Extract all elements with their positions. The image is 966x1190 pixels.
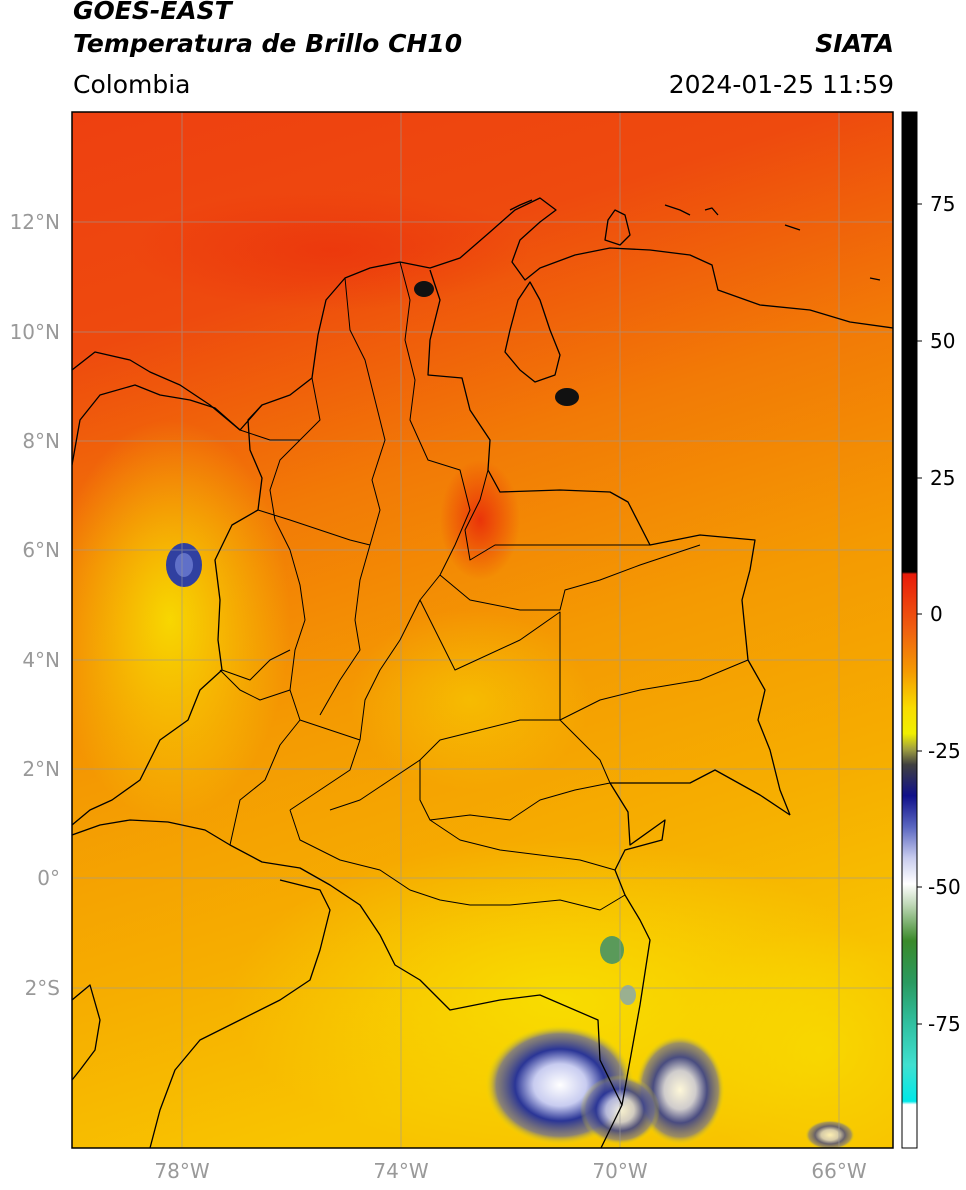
colorbar-tick-75: 75 [930, 192, 955, 216]
lake-maracaibo [504, 281, 561, 383]
pacific-coast [72, 404, 263, 826]
map-frame [71, 111, 894, 1149]
lat-label-4n: 4°N [22, 648, 60, 672]
source-label: SIATA [815, 29, 894, 58]
satellite-title: GOES-EAST [73, 0, 232, 25]
borders [72, 197, 893, 1148]
lon-label-66w: 66°W [811, 1159, 866, 1183]
graticule [72, 112, 893, 1148]
lat-label-0: 0° [37, 866, 60, 890]
colombia-brazil-border [600, 769, 791, 1148]
colorbar-tick-minus50: -50 [928, 875, 961, 899]
lat-label-2s: 2°S [25, 976, 60, 1000]
temperature-field [72, 112, 893, 1148]
latitude-labels: 12°N 10°N 8°N 6°N 4°N 2°N 0° 2°S [10, 210, 60, 1000]
lat-label-6n: 6°N [22, 538, 60, 562]
peru-coast [149, 879, 331, 1148]
lat-label-2n: 2°N [22, 757, 60, 781]
product-title: Temperatura de Brillo CH10 [73, 29, 463, 58]
longitude-labels: 78°W 74°W 70°W 66°W [154, 1159, 866, 1183]
region-label: Colombia [73, 70, 191, 99]
header: GOES-EAST Temperatura de Brillo CH10 Col… [0, 0, 966, 110]
lat-label-12n: 12°N [10, 210, 60, 234]
colombia-venezuela-border [427, 269, 791, 816]
lon-label-78w: 78°W [154, 1159, 209, 1183]
department-lines [219, 261, 749, 911]
lat-label-10n: 10°N [10, 320, 60, 344]
islands [509, 199, 881, 281]
datetime-label: 2024-01-25 11:59 [668, 70, 894, 99]
colorbar-gradient [901, 111, 918, 1149]
colorbar-tick-0: 0 [930, 602, 943, 626]
colorbar-tick-minus25: -25 [928, 739, 961, 763]
colorbar-tick-minus75: -75 [928, 1012, 961, 1036]
colorbar-tick-25: 25 [930, 466, 955, 490]
colombia-peru-border [72, 819, 623, 1106]
panama-isthmus [72, 384, 241, 466]
lon-label-74w: 74°W [373, 1159, 428, 1183]
colorbar-tick-50: 50 [930, 329, 955, 353]
lat-label-8n: 8°N [22, 429, 60, 453]
ecuador-outline [72, 984, 101, 1081]
lon-label-70w: 70°W [592, 1159, 647, 1183]
colorbar: 75 50 25 0 -25 -50 -75 [901, 111, 961, 1149]
